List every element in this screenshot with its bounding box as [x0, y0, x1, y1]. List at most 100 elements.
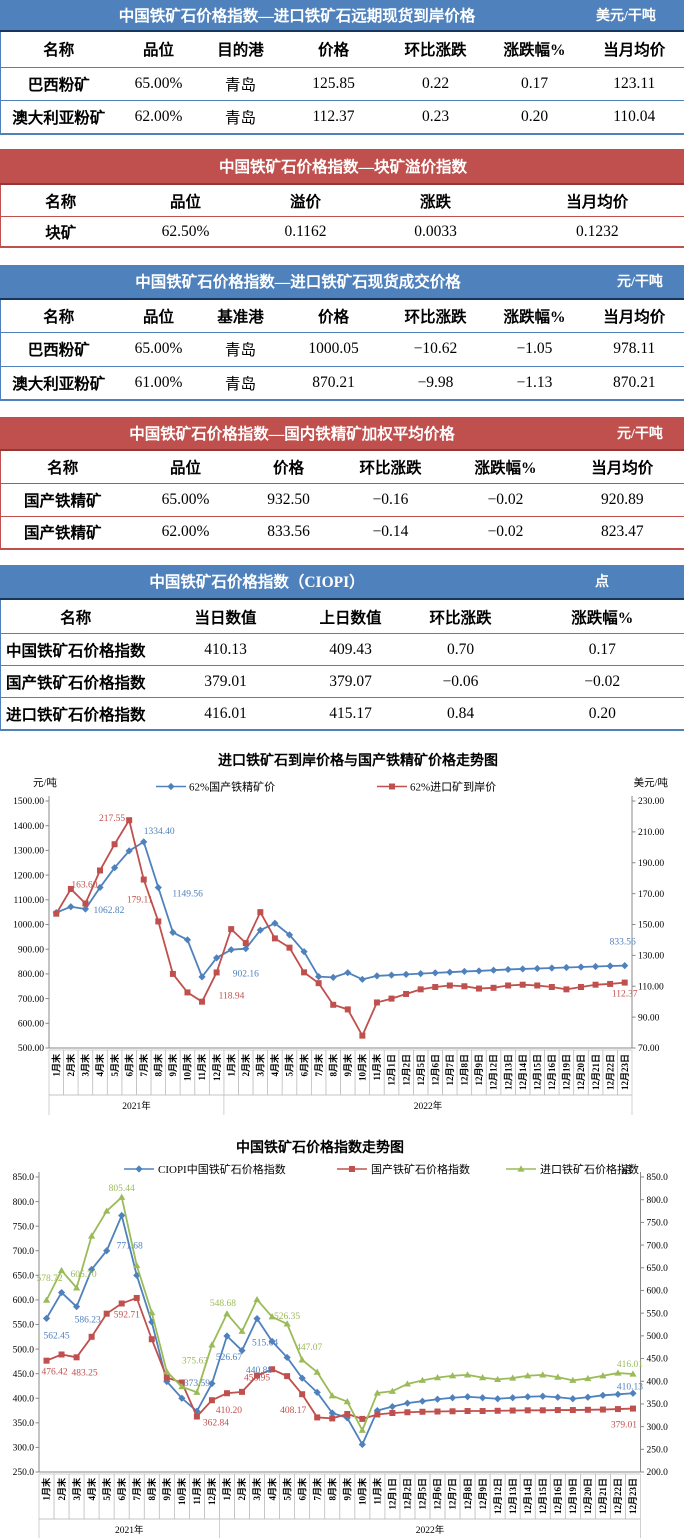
table-cell: 澳大利亚粉矿 — [0, 100, 117, 134]
left-axis-tick-label: 1300.00 — [13, 847, 44, 857]
category-label: 7月末 — [313, 1053, 324, 1077]
marker-square — [494, 1407, 501, 1414]
data-point-label: 163.60 — [71, 881, 97, 891]
table-unit: 美元/干吨 — [596, 8, 656, 24]
category-label: 2月末 — [65, 1053, 76, 1077]
data-point-label: 447.07 — [296, 1343, 322, 1353]
table-cell: 110.04 — [584, 100, 684, 134]
category-label: 12月22日 — [613, 1478, 623, 1514]
marker-diamond — [198, 973, 206, 981]
marker-square — [193, 1413, 200, 1420]
table-cell: 青岛 — [200, 100, 281, 134]
marker-square — [213, 969, 220, 976]
column-header: 当日数值 — [194, 609, 257, 627]
marker-diamond — [358, 975, 366, 983]
data-point-label: 112.37 — [612, 990, 638, 1000]
marker-square — [446, 982, 453, 989]
category-label: 12月23日 — [620, 1054, 630, 1090]
marker-triangle — [509, 1374, 517, 1381]
marker-triangle — [163, 1368, 171, 1375]
category-label: 3月末 — [80, 1053, 91, 1077]
data-point-label: 373.59 — [184, 1379, 210, 1389]
table-cell: 870.21 — [280, 365, 387, 400]
table-cell: 416.01 — [150, 697, 301, 730]
marker-triangle — [253, 1295, 261, 1303]
left-axis-tick-label: 600.00 — [18, 1020, 44, 1030]
table-header-row: 名称 品位 目的港 价格 环比涨跌 涨跌幅% 当月均价 — [1, 31, 684, 68]
table-cell: 65.00% — [116, 332, 201, 366]
left-axis-tick-label: 400.0 — [13, 1394, 35, 1404]
marker-diamond — [328, 1409, 336, 1417]
right-axis-tick-label: 110.00 — [638, 982, 664, 992]
category-label: 7月末 — [131, 1477, 142, 1501]
marker-diamond — [584, 1393, 592, 1401]
legend-label: 62%进口矿到岸价 — [410, 781, 496, 794]
column-header: 品位 — [142, 309, 174, 326]
left-axis-tick-label: 700.00 — [18, 995, 44, 1005]
series-line — [46, 1297, 634, 1420]
marker-diamond — [81, 905, 90, 913]
marker-square — [592, 981, 599, 988]
table-title-band: 中国铁矿石价格指数—块矿溢价指数 — [0, 149, 684, 183]
category-label: 12月15日 — [538, 1478, 548, 1514]
column-header: 价格 — [317, 309, 349, 326]
category-label: 4月末 — [266, 1477, 277, 1501]
column-header: 当月均价 — [603, 309, 666, 326]
right-axis-tick-label: 90.00 — [638, 1013, 660, 1023]
table-title: 中国铁矿石价格指数（CIOPI） — [149, 574, 365, 592]
left-axis-tick-label: 300.0 — [13, 1444, 35, 1454]
marker-diamond — [154, 883, 162, 892]
marker-square — [199, 998, 206, 1005]
right-axis-tick-label: 200.0 — [647, 1468, 669, 1478]
table-title-band: 中国铁矿石价格指数（CIOPI） 点 — [0, 564, 684, 598]
table-import-forward-spot-cfr-price: 中国铁矿石价格指数—进口铁矿石远期现货到岸价格 美元/干吨 名称 品位 目的港 价格 环比涨… — [0, 0, 684, 135]
marker-triangle — [313, 1368, 321, 1375]
column-header: 价格 — [272, 460, 304, 477]
data-point-label: 515.64 — [252, 1338, 278, 1348]
marker-diamond — [358, 1440, 366, 1449]
table-row: 国产铁矿石价格指数 379.01 379.07 −0.06 −0.02 — [0, 665, 684, 698]
column-header: 涨跌幅% — [474, 460, 537, 477]
data-point-label: 375.63 — [182, 1356, 208, 1366]
marker-diamond — [548, 964, 556, 972]
marker-triangle — [72, 1284, 81, 1291]
column-header: 名称 — [47, 460, 79, 477]
marker-square — [315, 980, 322, 987]
category-label: 10月末 — [182, 1053, 193, 1081]
marker-diamond — [403, 1399, 412, 1407]
marker-square — [184, 989, 191, 996]
category-label: 4月末 — [86, 1477, 97, 1501]
column-header: 名称 — [43, 42, 75, 59]
right-axis-tick-label: 600.0 — [647, 1287, 669, 1297]
category-label: 12月21日 — [598, 1478, 608, 1514]
marker-square — [548, 984, 555, 991]
marker-square — [73, 1354, 80, 1361]
marker-diamond — [313, 1388, 321, 1396]
table-cell: 0.70 — [400, 633, 521, 666]
table-title: 中国铁矿石价格指数—进口铁矿石现货成交价格 — [135, 274, 461, 292]
marker-square — [404, 1409, 411, 1416]
column-header: 上日数值 — [319, 609, 382, 627]
marker-diamond — [629, 1389, 637, 1397]
series-line — [55, 841, 625, 981]
data-point-label: 416.01 — [617, 1360, 643, 1370]
marker-diamond — [463, 1393, 472, 1401]
marker-diamond — [606, 962, 614, 970]
left-axis-tick-label: 1500.00 — [13, 797, 44, 807]
table-row: 澳大利亚粉矿 61.00% 青岛 870.21 −9.98 −1.13 870.21 — [0, 365, 684, 400]
marker-diamond — [213, 954, 221, 962]
table-cell: 823.47 — [560, 515, 684, 549]
data-table: 名称 品位 基准港 价格 环比涨跌 涨跌幅% 当月均价 巴西粉矿 65.00% 青岛 1000.05… — [0, 298, 684, 401]
data-point-label: 217.55 — [99, 814, 125, 824]
marker-square — [389, 783, 395, 790]
category-label: 4月末 — [94, 1053, 105, 1077]
marker-square — [389, 1410, 396, 1416]
table-domestic-concentrate-weighted-price: 中国铁矿石价格指数—国内铁精矿加权平均价格 元/干吨 名称 品位 价格 环比涨跌 涨跌幅% 当… — [0, 417, 684, 550]
table-cell: 65.00% — [116, 66, 201, 101]
category-label: 6月末 — [123, 1053, 134, 1077]
column-header: 涨跌幅% — [503, 309, 566, 326]
data-point-label: 1149.56 — [172, 890, 203, 900]
data-table: 名称 当日数值 上日数值 环比涨跌 涨跌幅% 中国铁矿石价格指数 410.13 409.43 0… — [0, 598, 684, 731]
category-label: 8月末 — [146, 1477, 157, 1501]
